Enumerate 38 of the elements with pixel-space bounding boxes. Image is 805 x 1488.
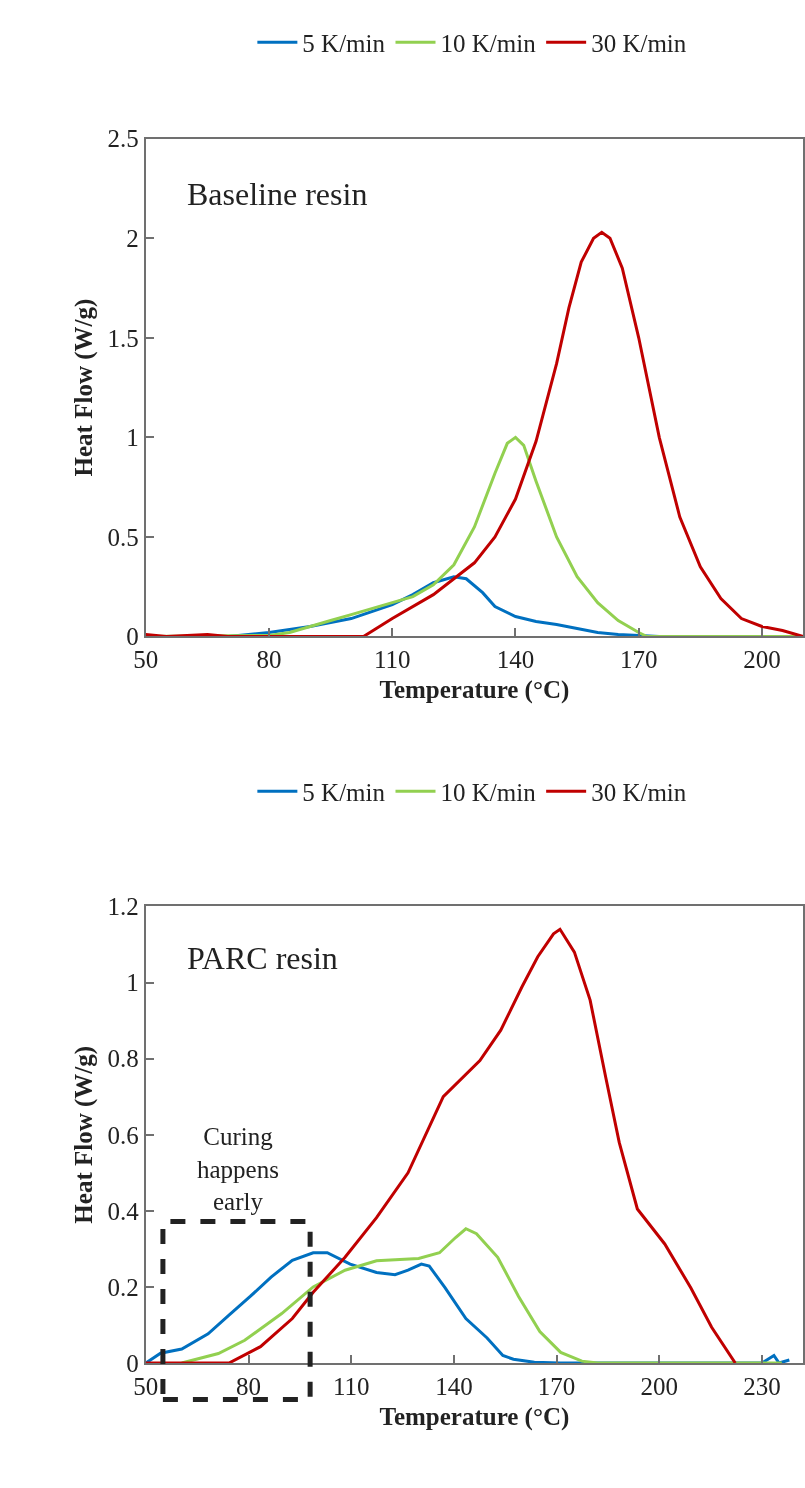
- y-axis-title: Heat Flow (W/g): [69, 298, 98, 477]
- x-tick-label: 230: [743, 1373, 781, 1401]
- legend-label: 5 K/min: [302, 29, 386, 57]
- x-tick-label: 140: [496, 646, 535, 674]
- line-series: [145, 927, 737, 1364]
- y-tick-label: 1.5: [107, 324, 139, 352]
- y-tick-label: 1.2: [107, 893, 139, 921]
- legend-label: 30 K/min: [591, 29, 687, 57]
- y-tick-label: 0.5: [107, 523, 139, 551]
- x-axis-title: Temperature (°C): [379, 675, 570, 704]
- y-tick-label: 0.4: [107, 1197, 140, 1225]
- x-tick-label: 80: [256, 646, 282, 674]
- x-tick-label: 110: [332, 1373, 370, 1401]
- x-tick-label: 110: [373, 646, 411, 674]
- line-series: [145, 230, 804, 637]
- y-tick-label: 2.5: [107, 125, 139, 153]
- x-tick-label: 170: [537, 1373, 576, 1401]
- x-axis-title: Temperature (°C): [379, 1402, 570, 1431]
- y-tick-label: 0.2: [107, 1273, 139, 1301]
- legend-label: 5 K/min: [302, 779, 386, 807]
- x-tick-label: 140: [435, 1373, 473, 1401]
- x-tick-label: 200: [743, 646, 781, 674]
- annotation: Baseline resin: [187, 176, 368, 212]
- x-tick-label: 80: [236, 1373, 262, 1401]
- y-axis-title: Heat Flow (W/g): [69, 1045, 98, 1224]
- legend-label: 10 K/min: [440, 779, 537, 807]
- legend-label: 30 K/min: [591, 779, 687, 807]
- line-series: [180, 1227, 784, 1364]
- annotation: PARC resin: [187, 940, 338, 976]
- y-tick-label: 0.8: [107, 1045, 139, 1073]
- x-tick-label: 170: [619, 646, 658, 674]
- y-tick-label: 2: [126, 224, 139, 252]
- annotation: Curing happens early: [197, 1123, 279, 1215]
- legend-label: 10 K/min: [440, 29, 537, 57]
- x-tick-label: 200: [640, 1373, 679, 1401]
- y-tick-label: 0.6: [107, 1121, 139, 1149]
- y-tick-label: 1: [126, 424, 139, 452]
- y-tick-label: 1: [126, 969, 139, 997]
